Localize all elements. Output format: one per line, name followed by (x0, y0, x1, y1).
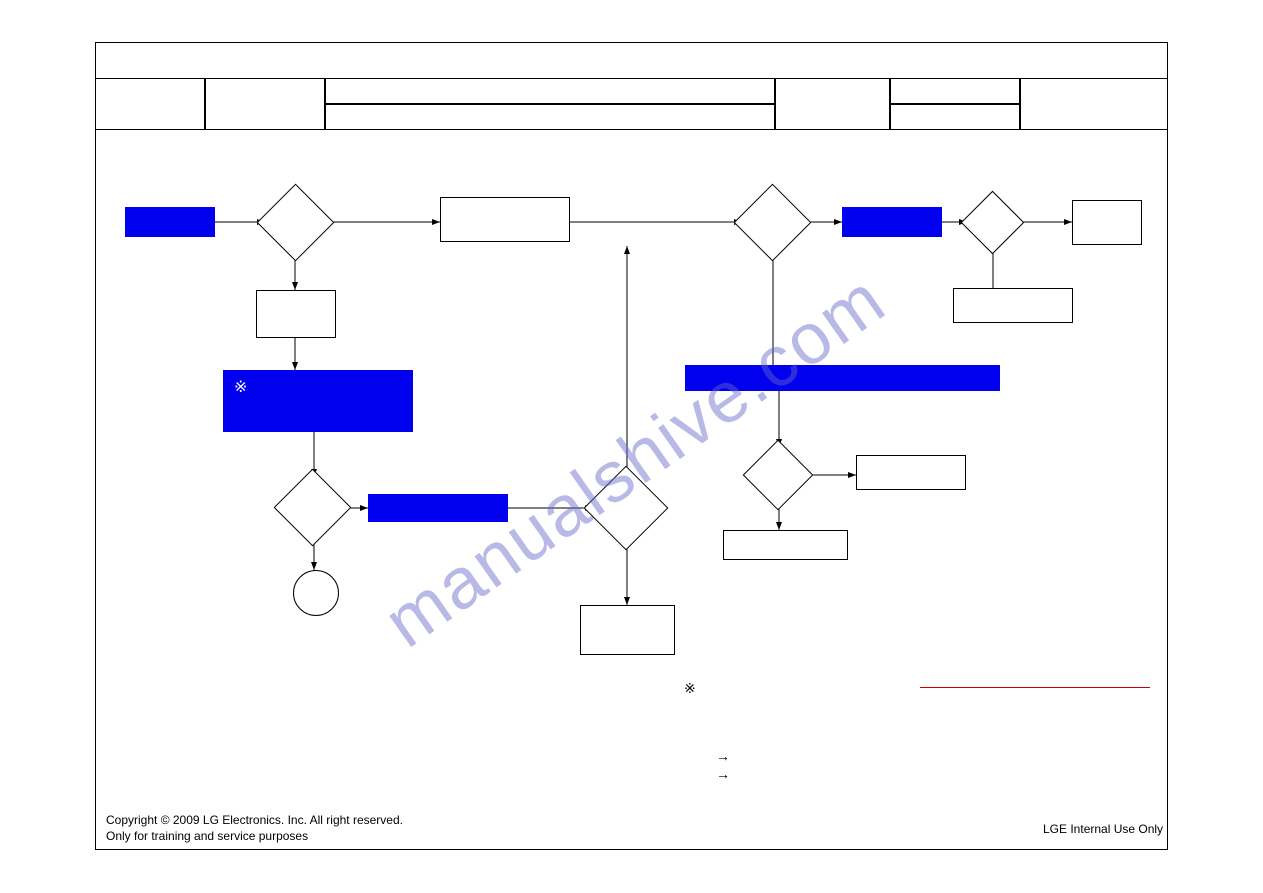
reference-mark-icon: ※ (684, 680, 696, 697)
header-cell (325, 78, 775, 104)
header-cell (890, 104, 1020, 130)
reference-mark-icon: ※ (234, 377, 247, 397)
header-cell (890, 78, 1020, 104)
node-process-4 (856, 455, 966, 490)
arrow-right-icon: → (716, 748, 730, 764)
node-start (125, 207, 215, 237)
arrow-right-icon: → (716, 766, 730, 782)
red-underline (920, 687, 1150, 688)
node-connector (293, 570, 339, 616)
node-process-6 (580, 605, 675, 655)
node-blue-wide (685, 365, 1000, 391)
header-cell (325, 104, 775, 130)
node-process-2 (256, 290, 336, 338)
header-cell (1020, 78, 1168, 130)
node-blue-3 (368, 494, 508, 522)
node-process-5 (723, 530, 848, 560)
header-cell (775, 78, 890, 130)
node-process-1 (440, 197, 570, 242)
node-blue-large: ※ (223, 370, 413, 432)
node-process-end (1072, 200, 1142, 245)
footer-right: LGE Internal Use Only (1043, 822, 1163, 836)
node-blue-2 (842, 207, 942, 237)
header-cell (95, 78, 205, 130)
header-cell (205, 78, 325, 130)
node-process-3 (953, 288, 1073, 323)
footer-copyright: Copyright © 2009 LG Electronics. Inc. Al… (106, 813, 403, 827)
footer-note: Only for training and service purposes (106, 829, 308, 843)
outer-frame (95, 42, 1168, 850)
